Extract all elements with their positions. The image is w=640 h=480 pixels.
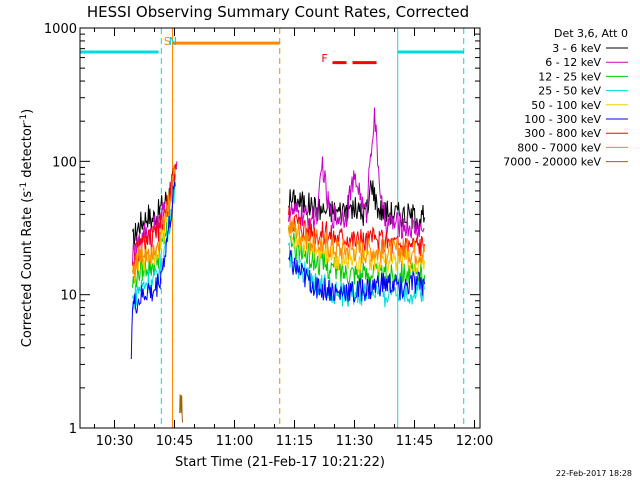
- y-axis-label: Corrected Count Rate (s-1 detector-1): [19, 109, 35, 347]
- series-4-line-b: [288, 222, 425, 274]
- legend-label-8: 7000 - 20000 keV: [503, 156, 601, 169]
- x-tick-label-6: 12:00: [456, 434, 493, 449]
- y-tick-label-1: 10: [60, 289, 77, 304]
- legend-label-5: 100 - 300 keV: [524, 113, 601, 126]
- series-7-line-a: [132, 164, 176, 278]
- legend-label-0: 3 - 6 keV: [552, 42, 601, 55]
- footer-timestamp: 22-Feb-2017 18:28: [556, 469, 632, 478]
- x-tick-label-2: 11:00: [216, 434, 253, 449]
- y-tick-label-3: 1000: [44, 22, 77, 37]
- series-5-line-b: [288, 250, 425, 303]
- y-tick-label-2: 100: [52, 155, 77, 170]
- legend-label-6: 300 - 800 keV: [524, 127, 601, 140]
- legend-header: Det 3,6, Att 0: [554, 27, 628, 40]
- legend-label-1: 6 - 12 keV: [545, 56, 601, 69]
- x-tick-label-1: 10:45: [156, 434, 193, 449]
- x-axis-label: Start Time (21-Feb-17 10:21:22): [175, 455, 385, 470]
- y-tick-label-0: 1: [69, 422, 77, 437]
- legend-label-2: 12 - 25 keV: [538, 70, 601, 83]
- series-2-line-b: [288, 226, 425, 288]
- series-8-line-a: [179, 394, 183, 423]
- chart-title: HESSI Observing Summary Count Rates, Cor…: [87, 3, 469, 21]
- legend-label-4: 50 - 100 keV: [531, 99, 601, 112]
- annotation-f: F: [321, 52, 327, 65]
- legend-label-3: 25 - 50 keV: [538, 85, 601, 98]
- plot-frame: [79, 27, 481, 429]
- annotation-n: N: [169, 35, 177, 48]
- annotation-s: S: [164, 35, 171, 48]
- series-1-line-b: [288, 107, 425, 240]
- series-6-line-a: [132, 164, 178, 270]
- x-tick-label-0: 10:30: [96, 434, 133, 449]
- x-tick-label-3: 11:15: [276, 434, 313, 449]
- x-tick-label-4: 11:30: [336, 434, 373, 449]
- x-tick-label-5: 11:45: [396, 434, 433, 449]
- series-0-line-b: [288, 180, 425, 232]
- series-7-line-b: [288, 217, 425, 266]
- series-5-line-a: [130, 181, 176, 360]
- legend-label-7: 800 - 7000 keV: [517, 141, 601, 154]
